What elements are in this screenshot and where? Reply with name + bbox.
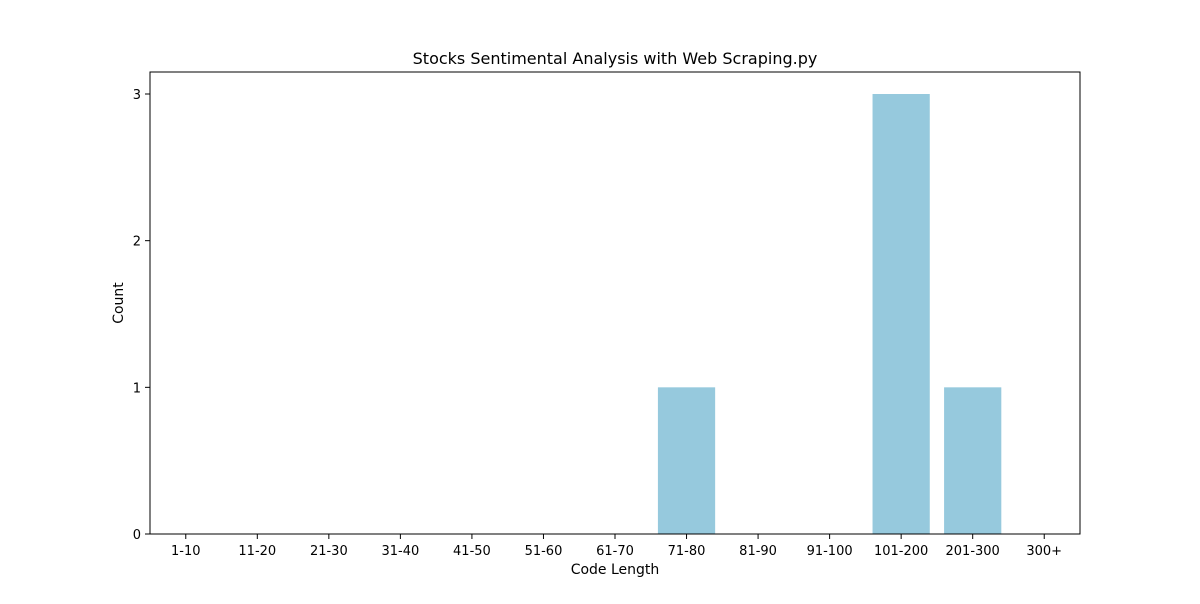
x-tick-label: 81-90 (739, 544, 777, 559)
chart-title: Stocks Sentimental Analysis with Web Scr… (413, 49, 818, 68)
x-tick-label: 51-60 (525, 544, 563, 559)
bar-101-200 (872, 94, 930, 534)
x-tick-label: 11-20 (238, 544, 276, 559)
y-tick-label: 1 (133, 381, 141, 396)
y-axis-ticks: 0 1 2 3 (133, 88, 150, 543)
y-tick-label: 3 (133, 88, 141, 103)
y-axis-label: Count (111, 282, 127, 324)
x-tick-label: 300+ (1026, 544, 1062, 559)
x-tick-label: 91-100 (807, 544, 853, 559)
bar-201-300 (944, 387, 1002, 534)
x-tick-label: 41-50 (453, 544, 491, 559)
bar-71-80 (657, 387, 716, 534)
y-tick-label: 2 (133, 235, 141, 250)
x-tick-label: 21-30 (310, 544, 348, 559)
x-tick-label: 61-70 (596, 544, 634, 559)
x-axis-label: Code Length (571, 562, 660, 578)
x-tick-label: 31-40 (381, 544, 419, 559)
x-tick-label: 71-80 (668, 544, 706, 559)
y-tick-label: 0 (133, 528, 141, 543)
x-tick-label: 201-300 (946, 544, 1000, 559)
x-axis-ticks: 1-10 11-20 21-30 31-40 41-50 51-60 61-70 71-80 8… (171, 534, 1062, 559)
x-tick-label: 1-10 (171, 544, 201, 559)
x-tick-label: 101-200 (874, 544, 928, 559)
plot-area-frame (149, 71, 1081, 535)
bars-group (657, 94, 1002, 534)
